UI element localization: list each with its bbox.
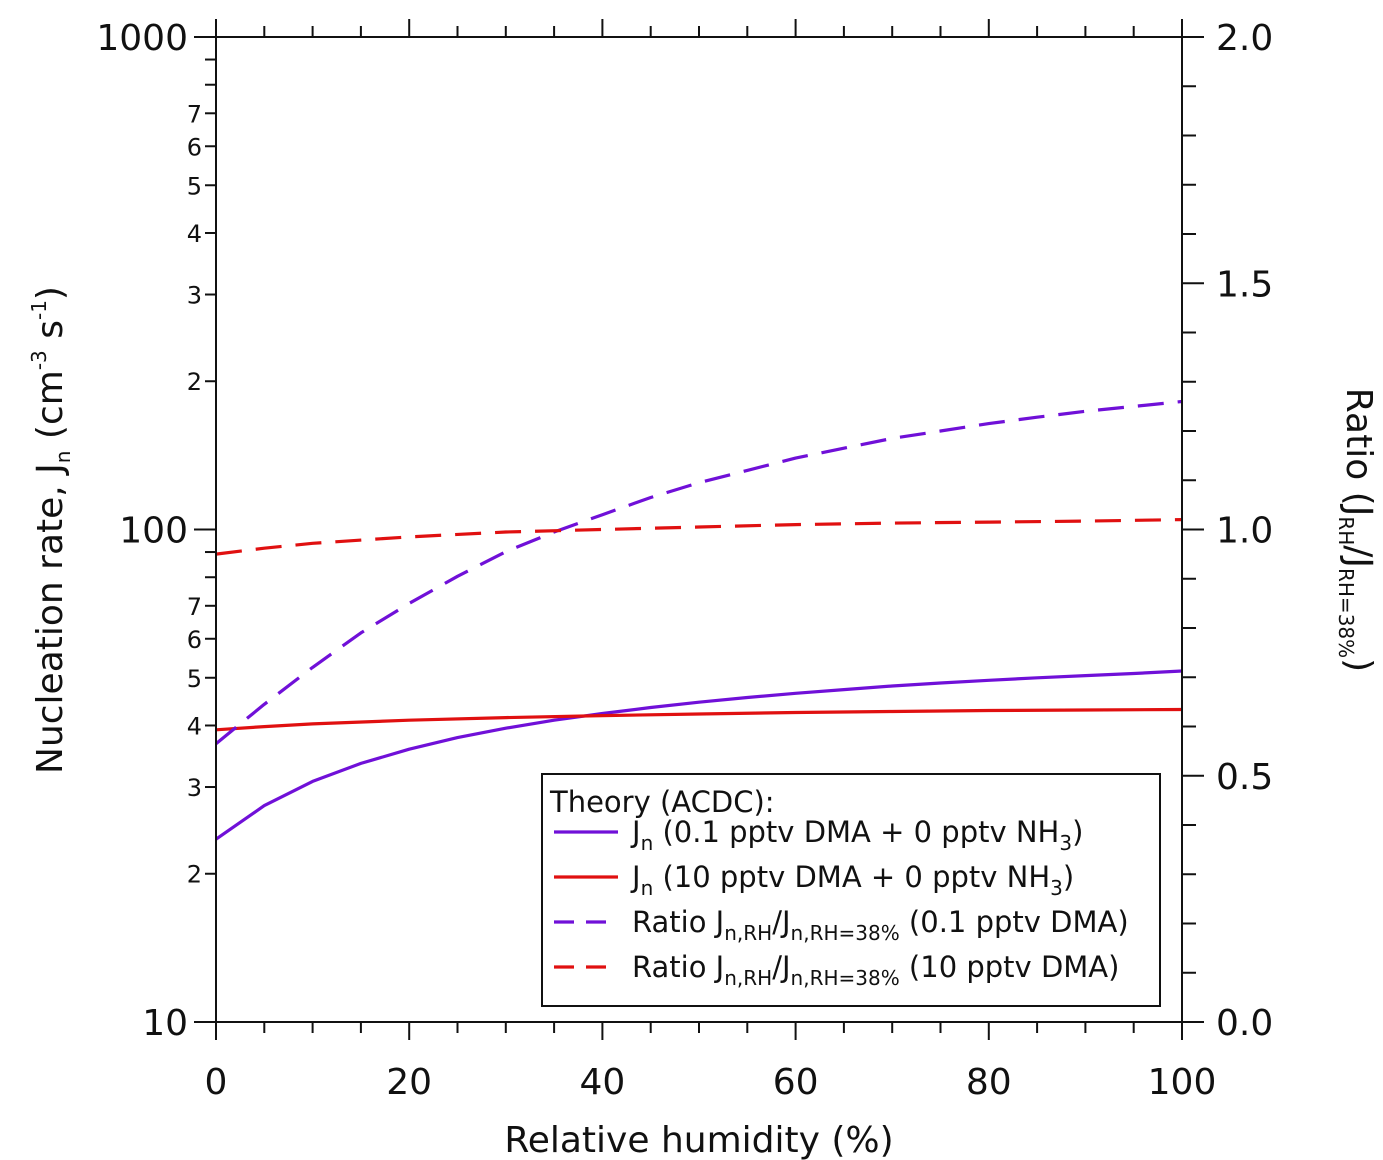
legend-box bbox=[541, 773, 1161, 1007]
y-right-tick-label: 1.0 bbox=[1216, 511, 1273, 552]
legend-entry-4: Ratio Jn,RH/Jn,RH=38% (10 pptv DMA) bbox=[632, 950, 1119, 990]
plot-frame bbox=[215, 36, 1183, 1023]
y-right-tick-label: 0.0 bbox=[1216, 1003, 1273, 1044]
y-left-minor-label: 6 bbox=[187, 133, 202, 161]
x-tick-label: 40 bbox=[579, 1062, 625, 1103]
y-left-axis-title: Nucleation rate, Jn (cm-3 s-1) bbox=[27, 286, 75, 774]
y-left-minor-label: 3 bbox=[187, 774, 202, 802]
legend: Theory (ACDC): Jn (0.1 pptv DMA + 0 pptv… bbox=[541, 773, 1161, 1007]
x-tick-label: 60 bbox=[773, 1062, 819, 1103]
y-left-minor-label: 2 bbox=[187, 861, 202, 889]
y-left-minor-label: 7 bbox=[187, 593, 202, 621]
y-right-tick-label: 2.0 bbox=[1216, 18, 1273, 59]
legend-entry-3: Ratio Jn,RH/Jn,RH=38% (0.1 pptv DMA) bbox=[632, 905, 1129, 945]
legend-entries: Jn (0.1 pptv DMA + 0 pptv NH3) Jn (10 ppt… bbox=[554, 815, 1129, 990]
series-line-1 bbox=[215, 669, 1183, 841]
y-left-minor-label: 4 bbox=[187, 712, 202, 740]
y-left-minor-label: 5 bbox=[187, 665, 202, 693]
y-left-title-unit-open: (cm bbox=[30, 370, 71, 450]
y-left-minor-label: 2 bbox=[187, 368, 202, 396]
y-left-title-sub: n bbox=[51, 451, 75, 464]
y-left-minor-label: 5 bbox=[187, 172, 202, 200]
legend-entry-2: Jn (10 pptv DMA + 0 pptv NH3) bbox=[630, 860, 1074, 900]
x-tick-label: 80 bbox=[966, 1062, 1012, 1103]
y-left-title-unit-close: ) bbox=[30, 286, 71, 300]
x-tick-label: 20 bbox=[386, 1062, 432, 1103]
y-right-title-close: ) bbox=[1338, 658, 1379, 672]
y-left-minor-label: 6 bbox=[187, 626, 202, 654]
y-right-title-sub1: RH bbox=[1334, 516, 1358, 545]
y-left-minor-label: 4 bbox=[187, 220, 202, 248]
x-axis-title: Relative humidity (%) bbox=[504, 1120, 893, 1160]
y-left-minor-label: 3 bbox=[187, 282, 202, 310]
y-left-major-label: 10 bbox=[142, 1003, 188, 1044]
y-left-major-label: 1000 bbox=[96, 18, 188, 59]
legend-entry-1: Jn (0.1 pptv DMA + 0 pptv NH3) bbox=[630, 815, 1083, 855]
y-right-tick-label: 1.5 bbox=[1216, 264, 1273, 305]
y-right-title-sub2: RH=38% bbox=[1334, 568, 1358, 658]
series-line-4 bbox=[215, 518, 1183, 556]
y-right-tick-label: 0.5 bbox=[1216, 757, 1273, 798]
legend-title: Theory (ACDC): bbox=[549, 785, 775, 819]
y-left-title-unit-mid: s bbox=[30, 320, 71, 350]
y-left-title-main: Nucleation rate, J bbox=[30, 463, 71, 774]
y-left-minor-label: 7 bbox=[187, 100, 202, 128]
series-line-3 bbox=[214, 399, 1183, 745]
x-tick-label: 100 bbox=[1148, 1062, 1217, 1103]
series-lines bbox=[214, 399, 1183, 841]
series-line-2 bbox=[215, 707, 1183, 732]
y-left-title-exp2: -1 bbox=[27, 300, 51, 320]
y-right-axis-title: Ratio (JRH/JRH=38%) bbox=[1334, 388, 1379, 672]
axis-ticks: 0 20 40 60 80 100 10 100 1000 2 3 4 5 6 7 2 3 4 5 6 7 0.0 0.5 1… bbox=[96, 18, 1273, 1103]
y-left-major-label: 100 bbox=[119, 511, 188, 552]
y-right-title-main: Ratio (J bbox=[1338, 388, 1379, 517]
y-right-title-mid: /J bbox=[1338, 545, 1379, 568]
x-tick-label: 0 bbox=[205, 1062, 228, 1103]
y-left-title-exp1: -3 bbox=[27, 350, 51, 370]
